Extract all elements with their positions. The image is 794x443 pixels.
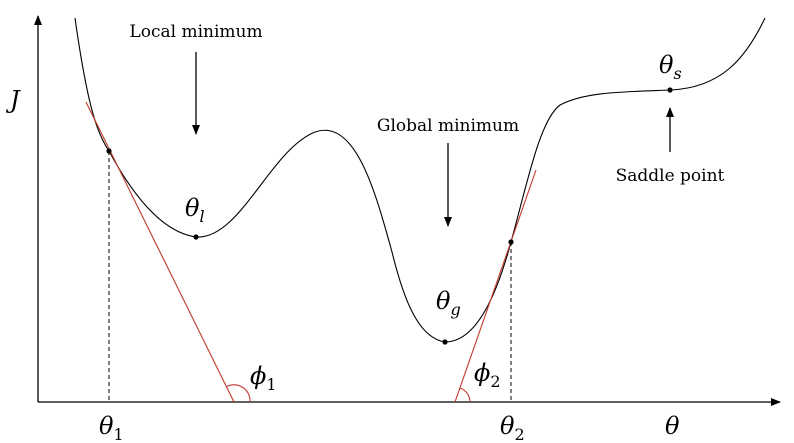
- tangent-line-theta-2: [454, 169, 537, 403]
- label-theta-s: θs: [659, 51, 682, 83]
- tick-label-theta-1: θ1: [99, 412, 124, 443]
- y-axis-label: J: [5, 86, 21, 114]
- label-global-minimum: Global minimum: [377, 116, 519, 136]
- label-theta-g: θg: [436, 287, 461, 319]
- cost-curve: [74, 17, 766, 343]
- label-phi-1: ϕ1: [250, 362, 277, 394]
- point-global-minimum: [442, 339, 448, 345]
- label-saddle-point: Saddle point: [616, 166, 725, 186]
- label-phi-2: ϕ2: [474, 359, 501, 391]
- tick-label-theta-2: θ2: [500, 412, 525, 443]
- x-axis-label: θ: [665, 412, 680, 440]
- label-theta-l: θl: [185, 194, 205, 226]
- angle-arc-phi-1: [225, 384, 251, 403]
- tangent-line-theta-1: [85, 101, 235, 403]
- point-local-minimum: [193, 234, 199, 240]
- angle-arc-phi-2: [459, 387, 471, 403]
- point-theta-1: [106, 148, 112, 154]
- point-saddle: [667, 87, 673, 93]
- label-local-minimum: Local minimum: [129, 22, 262, 42]
- point-theta-2: [508, 239, 514, 245]
